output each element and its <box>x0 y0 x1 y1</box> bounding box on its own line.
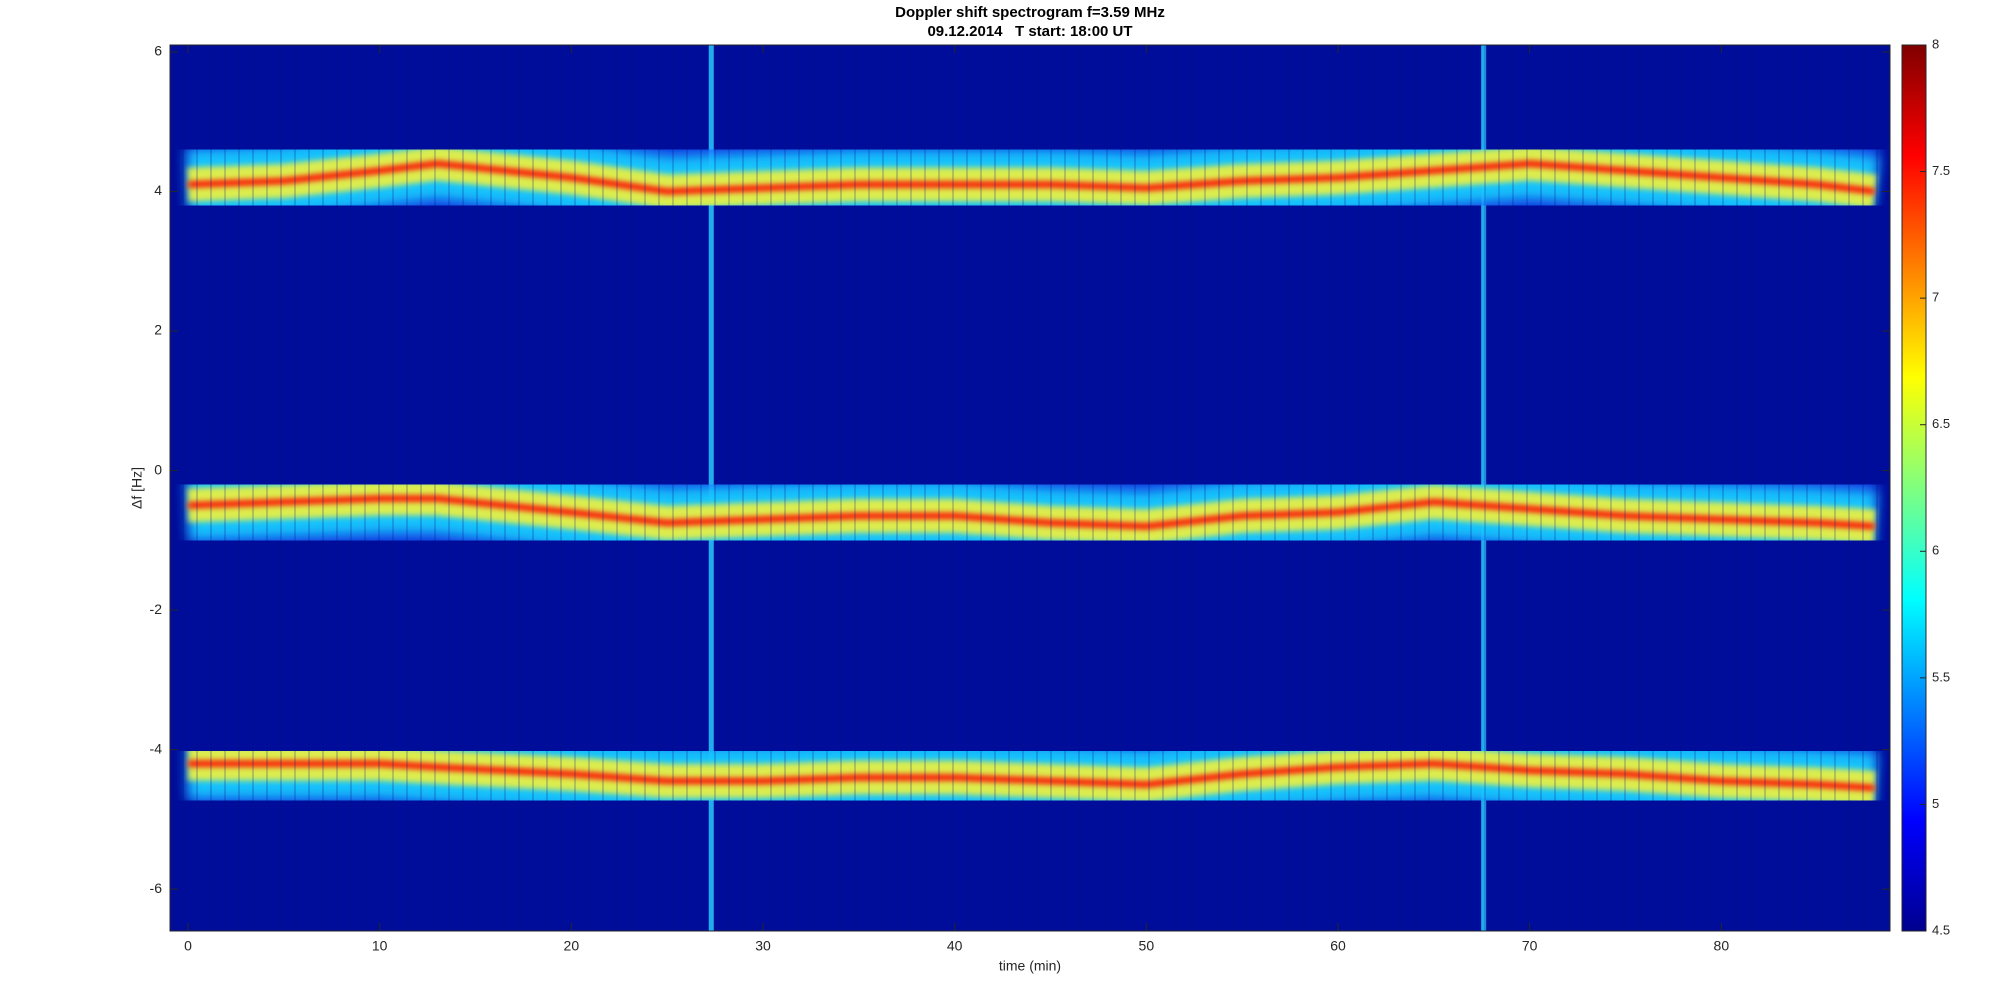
y-tick-label: 2 <box>154 322 162 338</box>
x-tick-label: 20 <box>564 938 580 954</box>
y-tick-label: -4 <box>150 740 163 756</box>
y-tick-label: 6 <box>154 43 162 59</box>
colorbar-tick-label: 5.5 <box>1932 669 1950 684</box>
chart-subtitle: 09.12.2014 T start: 18:00 UT <box>927 23 1132 40</box>
colorbar-tick-label: 7.5 <box>1932 163 1950 178</box>
colorbar-tick-label: 6 <box>1932 543 1939 558</box>
x-tick-label: 30 <box>755 938 771 954</box>
colorbar <box>1901 44 1927 932</box>
x-axis-label: time (min) <box>999 958 1061 974</box>
colorbar-tick-label: 8 <box>1932 36 1939 51</box>
chart-title: Doppler shift spectrogram f=3.59 MHz <box>895 4 1165 21</box>
y-tick-label: 4 <box>154 182 162 198</box>
x-tick-label: 60 <box>1330 938 1346 954</box>
x-tick-label: 40 <box>947 938 963 954</box>
y-tick-label: 0 <box>154 461 162 477</box>
x-tick-label: 0 <box>184 938 192 954</box>
x-tick-label: 50 <box>1139 938 1155 954</box>
colorbar-tick-label: 4.5 <box>1932 922 1950 937</box>
plot-frame <box>169 44 1891 932</box>
x-tick-label: 10 <box>372 938 388 954</box>
x-tick-label: 70 <box>1522 938 1538 954</box>
x-tick-label: 80 <box>1714 938 1730 954</box>
colorbar-tick-label: 6.5 <box>1932 416 1950 431</box>
colorbar-tick-label: 5 <box>1932 796 1939 811</box>
y-tick-label: -2 <box>150 601 163 617</box>
colorbar-tick-label: 7 <box>1932 290 1939 305</box>
time-stripes <box>170 45 1890 931</box>
y-tick-label: -6 <box>150 880 163 896</box>
y-axis-label: Δf [Hz] <box>129 467 145 509</box>
